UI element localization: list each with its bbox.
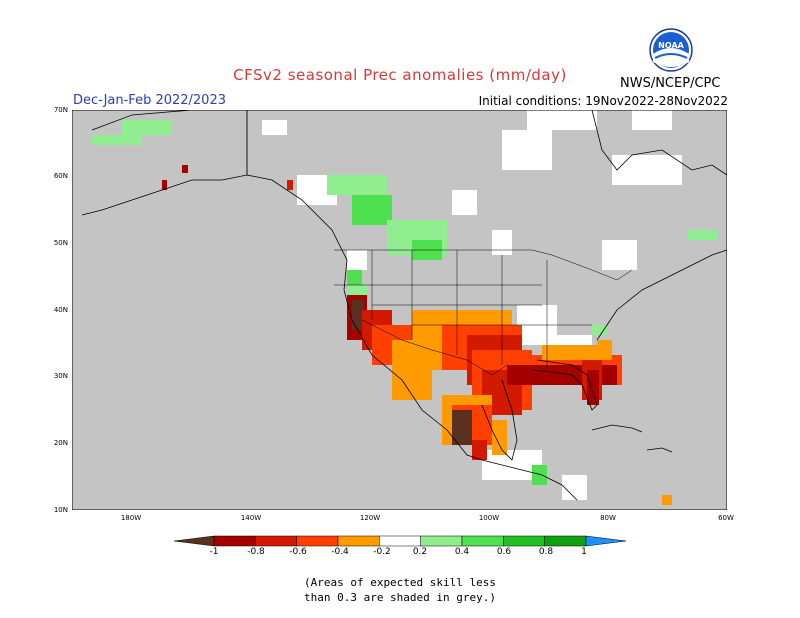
lat-label: 60N xyxy=(53,172,68,180)
lat-label: 10N xyxy=(53,506,68,514)
map-title: CFSv2 seasonal Prec anomalies (mm/day) xyxy=(233,66,567,84)
lon-label: 60W xyxy=(718,514,734,522)
wet-anomaly-areas xyxy=(92,120,717,485)
colorbar-cells xyxy=(173,535,627,547)
colorbar-arrow-high xyxy=(585,535,627,547)
colorbar-cell xyxy=(420,535,463,547)
lon-label: 180W xyxy=(120,514,142,522)
lon-label: 80W xyxy=(600,514,616,522)
colorbar-cell xyxy=(255,535,297,547)
agency-label: NWS/NCEP/CPC xyxy=(620,76,721,91)
neutral-areas xyxy=(262,110,682,500)
political-borders xyxy=(246,110,633,376)
initial-conditions-label: Initial conditions: 19Nov2022-28Nov2022 xyxy=(478,94,728,108)
lat-label: 50N xyxy=(53,239,68,247)
lat-label: 20N xyxy=(53,439,68,447)
colorbar-cell xyxy=(213,535,256,547)
lon-label: 120W xyxy=(359,514,381,522)
colorbar-arrow-low xyxy=(173,535,215,547)
noaa-logo: NOAA xyxy=(649,28,693,72)
logo-text: NOAA xyxy=(658,41,684,50)
lat-label: 30N xyxy=(53,372,68,380)
lat-label: 40N xyxy=(53,306,68,314)
colorbar-label: -0.4 xyxy=(331,547,349,557)
colorbar-label: -0.6 xyxy=(289,547,307,557)
footnote-line-1: (Areas of expected skill less xyxy=(303,576,497,589)
colorbar-label: 0.8 xyxy=(538,547,554,557)
season-label: Dec-Jan-Feb 2022/2023 xyxy=(73,93,226,108)
colorbar xyxy=(173,535,627,547)
footnote-line-2: than 0.3 are shaded in grey.) xyxy=(303,591,497,604)
colorbar-cell xyxy=(337,535,380,547)
colorbar-label: -0.8 xyxy=(247,547,265,557)
colorbar-cell xyxy=(296,535,339,547)
colorbar-label: -0.2 xyxy=(373,547,391,557)
colorbar-label: -1 xyxy=(209,547,219,557)
colorbar-cell xyxy=(503,535,545,547)
lon-label: 100W xyxy=(478,514,500,522)
colorbar-cell xyxy=(544,535,587,547)
colorbar-label: 0.4 xyxy=(454,547,470,557)
lat-label: 70N xyxy=(53,106,68,114)
colorbar-label: 1 xyxy=(581,547,587,557)
lon-label: 140W xyxy=(240,514,262,522)
precipitation-anomaly-map xyxy=(72,110,727,510)
colorbar-cell xyxy=(461,535,504,547)
colorbar-label: 0.6 xyxy=(496,547,512,557)
dry-anomaly-areas xyxy=(162,165,672,505)
colorbar-cell xyxy=(379,535,421,547)
colorbar-label: 0.2 xyxy=(412,547,428,557)
